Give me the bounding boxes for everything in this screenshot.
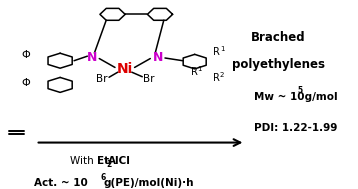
Text: 2: 2 — [220, 72, 224, 78]
Text: Ni: Ni — [117, 62, 133, 76]
Text: Mw ~ 10: Mw ~ 10 — [254, 92, 305, 102]
Text: Act. ~ 10: Act. ~ 10 — [34, 178, 88, 188]
Text: 2: 2 — [106, 160, 111, 169]
Text: Br: Br — [96, 74, 108, 84]
Text: N: N — [153, 51, 163, 64]
Text: 1: 1 — [198, 66, 202, 72]
Text: PDI: 1.22-1.99: PDI: 1.22-1.99 — [254, 123, 338, 133]
Text: N: N — [86, 51, 97, 64]
Text: 6: 6 — [100, 173, 106, 182]
Text: R: R — [213, 74, 220, 83]
Text: Br: Br — [143, 74, 154, 84]
Text: Φ: Φ — [22, 50, 30, 60]
Text: Brached: Brached — [251, 31, 306, 44]
Text: g(PE)/mol(Ni)·h: g(PE)/mol(Ni)·h — [104, 178, 194, 188]
Text: Et: Et — [97, 156, 109, 166]
Text: Φ: Φ — [22, 77, 30, 88]
Text: 1: 1 — [220, 46, 224, 52]
Text: polyethylenes: polyethylenes — [232, 58, 325, 71]
Text: R: R — [191, 67, 198, 77]
Text: AlCl: AlCl — [108, 156, 131, 166]
Text: R: R — [213, 47, 220, 57]
Text: With: With — [70, 156, 97, 166]
Text: g/mol: g/mol — [301, 92, 337, 102]
Text: 5: 5 — [297, 86, 302, 95]
